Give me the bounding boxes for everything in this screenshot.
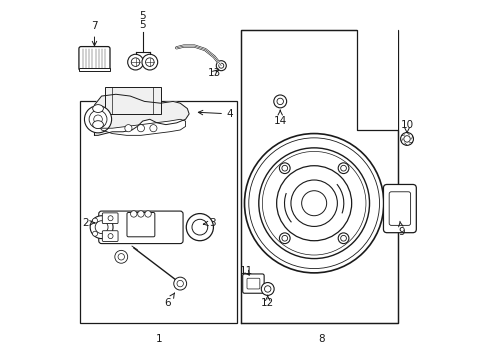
Circle shape (90, 216, 113, 239)
Circle shape (276, 98, 283, 105)
Text: 13: 13 (207, 68, 220, 78)
Circle shape (84, 106, 111, 133)
Text: 2: 2 (82, 218, 94, 228)
Circle shape (173, 277, 186, 290)
FancyBboxPatch shape (388, 192, 410, 225)
Text: 3: 3 (203, 218, 215, 228)
Ellipse shape (93, 105, 103, 112)
Circle shape (131, 58, 140, 66)
Circle shape (89, 111, 107, 128)
Circle shape (138, 211, 144, 217)
FancyBboxPatch shape (242, 274, 264, 293)
Circle shape (127, 54, 143, 70)
Circle shape (282, 235, 287, 241)
Circle shape (403, 136, 409, 142)
FancyBboxPatch shape (127, 212, 155, 237)
Circle shape (186, 213, 213, 241)
Circle shape (108, 216, 113, 221)
Text: 7: 7 (91, 21, 98, 46)
Circle shape (130, 211, 137, 217)
Circle shape (94, 115, 102, 123)
Text: 12: 12 (261, 296, 274, 308)
Bar (80, 102, 237, 323)
Text: 8: 8 (317, 334, 324, 344)
Circle shape (264, 286, 270, 292)
Circle shape (145, 58, 154, 66)
Circle shape (142, 54, 157, 70)
Circle shape (137, 125, 144, 132)
FancyBboxPatch shape (102, 213, 118, 224)
Circle shape (115, 250, 127, 263)
Text: 5: 5 (139, 19, 146, 30)
Text: 4: 4 (198, 109, 233, 119)
Circle shape (218, 63, 224, 68)
Circle shape (95, 221, 108, 234)
Circle shape (149, 125, 157, 132)
Polygon shape (94, 94, 189, 135)
Text: 14: 14 (273, 110, 286, 126)
FancyBboxPatch shape (246, 278, 259, 289)
Bar (105, 87, 160, 114)
Text: 10: 10 (400, 120, 413, 133)
Text: 11: 11 (239, 266, 252, 276)
Circle shape (244, 134, 383, 273)
Bar (241, 30, 397, 323)
Circle shape (400, 132, 413, 145)
Circle shape (340, 235, 346, 241)
Ellipse shape (93, 121, 103, 129)
FancyBboxPatch shape (102, 231, 118, 242)
Circle shape (92, 231, 97, 236)
Text: 1: 1 (155, 334, 162, 344)
Circle shape (105, 231, 110, 236)
Circle shape (282, 165, 287, 171)
Circle shape (124, 125, 132, 132)
Text: 6: 6 (164, 293, 174, 308)
FancyBboxPatch shape (99, 211, 183, 244)
Circle shape (92, 218, 97, 223)
Circle shape (118, 253, 124, 260)
Circle shape (216, 61, 226, 71)
Bar (79, 68, 109, 71)
Circle shape (108, 234, 113, 239)
Polygon shape (98, 119, 185, 135)
Circle shape (273, 95, 286, 108)
Circle shape (177, 280, 183, 287)
Circle shape (279, 163, 289, 174)
Circle shape (338, 163, 348, 174)
Circle shape (144, 211, 151, 217)
Circle shape (105, 218, 110, 223)
Circle shape (279, 233, 289, 244)
Circle shape (338, 233, 348, 244)
FancyBboxPatch shape (383, 184, 415, 233)
FancyBboxPatch shape (79, 46, 110, 71)
Circle shape (254, 281, 259, 286)
Bar (356, 28, 398, 130)
Circle shape (192, 219, 207, 235)
Text: 9: 9 (398, 221, 404, 237)
Circle shape (340, 165, 346, 171)
Circle shape (261, 283, 274, 296)
Text: 5: 5 (139, 11, 146, 21)
